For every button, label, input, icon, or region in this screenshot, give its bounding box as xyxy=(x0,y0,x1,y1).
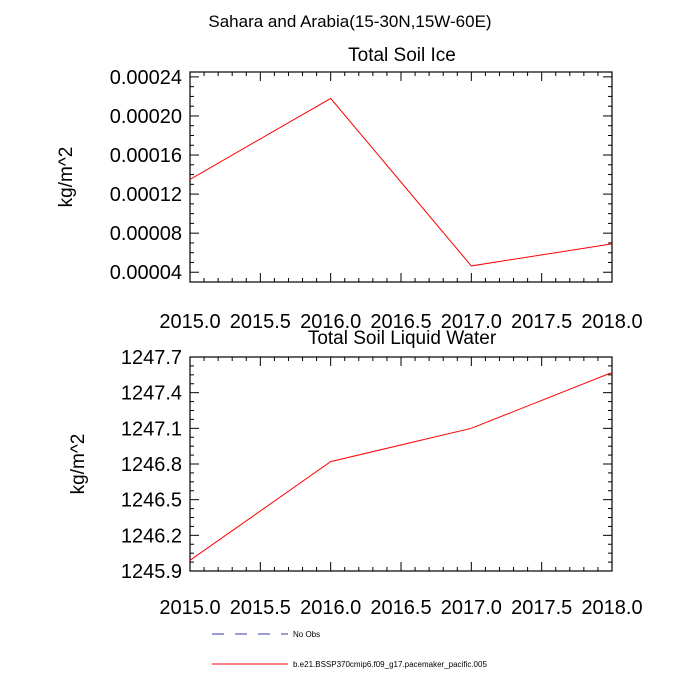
chart-panel-soil-liquid-water: Total Soil Liquid Water kg/m^2 2015.0 201… xyxy=(68,328,643,619)
plot-frame xyxy=(189,71,613,283)
y-axis-label: kg/m^2 xyxy=(68,434,89,495)
x-tick-label: 2015.5 xyxy=(230,597,291,619)
x-tick-label: 2018.0 xyxy=(581,311,642,333)
series-line xyxy=(189,97,613,267)
y-tick-label: 1245.9 xyxy=(121,561,182,583)
y-tick-label: 1247.7 xyxy=(121,347,182,369)
y-axis-label: kg/m^2 xyxy=(56,147,77,208)
x-tick-label: 2016.0 xyxy=(300,311,361,333)
axis-ticks xyxy=(189,72,613,283)
y-tick-label: 1246.5 xyxy=(121,490,182,512)
y-tick-label: 1247.4 xyxy=(121,383,182,405)
y-tick-label: 0.00024 xyxy=(110,67,182,89)
y-tick-label: 1247.1 xyxy=(121,418,182,440)
legend-label: b.e21.BSSP370cmip6.f09_g17.pacemaker_pac… xyxy=(293,660,487,669)
x-tick-label: 2016.5 xyxy=(370,597,431,619)
chart-panel-soil-ice: Total Soil Ice kg/m^2 2015.0 2015.5 2016.0… xyxy=(56,45,643,333)
plot-frame xyxy=(189,356,613,572)
chart-marks xyxy=(189,372,613,561)
x-tick-label: 2018.0 xyxy=(581,597,642,619)
chart-marks xyxy=(189,97,613,267)
legend-label: No Obs xyxy=(293,630,320,639)
axis-tick-labels: 2015.0 2015.5 2016.0 2016.5 2017.0 2017.5 2018… xyxy=(121,347,643,619)
x-tick-label: 2017.5 xyxy=(511,311,572,333)
y-tick-label: 1246.2 xyxy=(121,525,182,547)
chart-title: Total Soil Ice xyxy=(348,45,456,66)
figure-suptitle: Sahara and Arabia(15-30N,15W-60E) xyxy=(208,12,491,31)
axis-ticks xyxy=(189,356,613,572)
y-tick-label: 0.00004 xyxy=(110,262,182,284)
y-tick-label: 0.00016 xyxy=(110,145,182,167)
x-tick-label: 2015.0 xyxy=(159,597,220,619)
x-tick-label: 2015.0 xyxy=(159,311,220,333)
x-tick-label: 2017.0 xyxy=(441,597,502,619)
x-tick-label: 2015.5 xyxy=(230,311,291,333)
y-tick-label: 1246.8 xyxy=(121,454,182,476)
y-tick-label: 0.00008 xyxy=(110,223,182,245)
y-tick-label: 0.00020 xyxy=(110,106,182,128)
x-tick-label: 2016.5 xyxy=(370,311,431,333)
y-tick-label: 0.00012 xyxy=(110,184,182,206)
x-tick-label: 2016.0 xyxy=(300,597,361,619)
legend: No Obs b.e21.BSSP370cmip6.f09_g17.pacemak… xyxy=(212,630,487,669)
chart-title: Total Soil Liquid Water xyxy=(308,328,497,349)
axis-tick-labels: 2015.0 2015.5 2016.0 2016.5 2017.0 2017.5 2018… xyxy=(110,67,643,333)
x-tick-label: 2017.5 xyxy=(511,597,572,619)
x-tick-label: 2017.0 xyxy=(441,311,502,333)
series-line xyxy=(189,372,613,561)
